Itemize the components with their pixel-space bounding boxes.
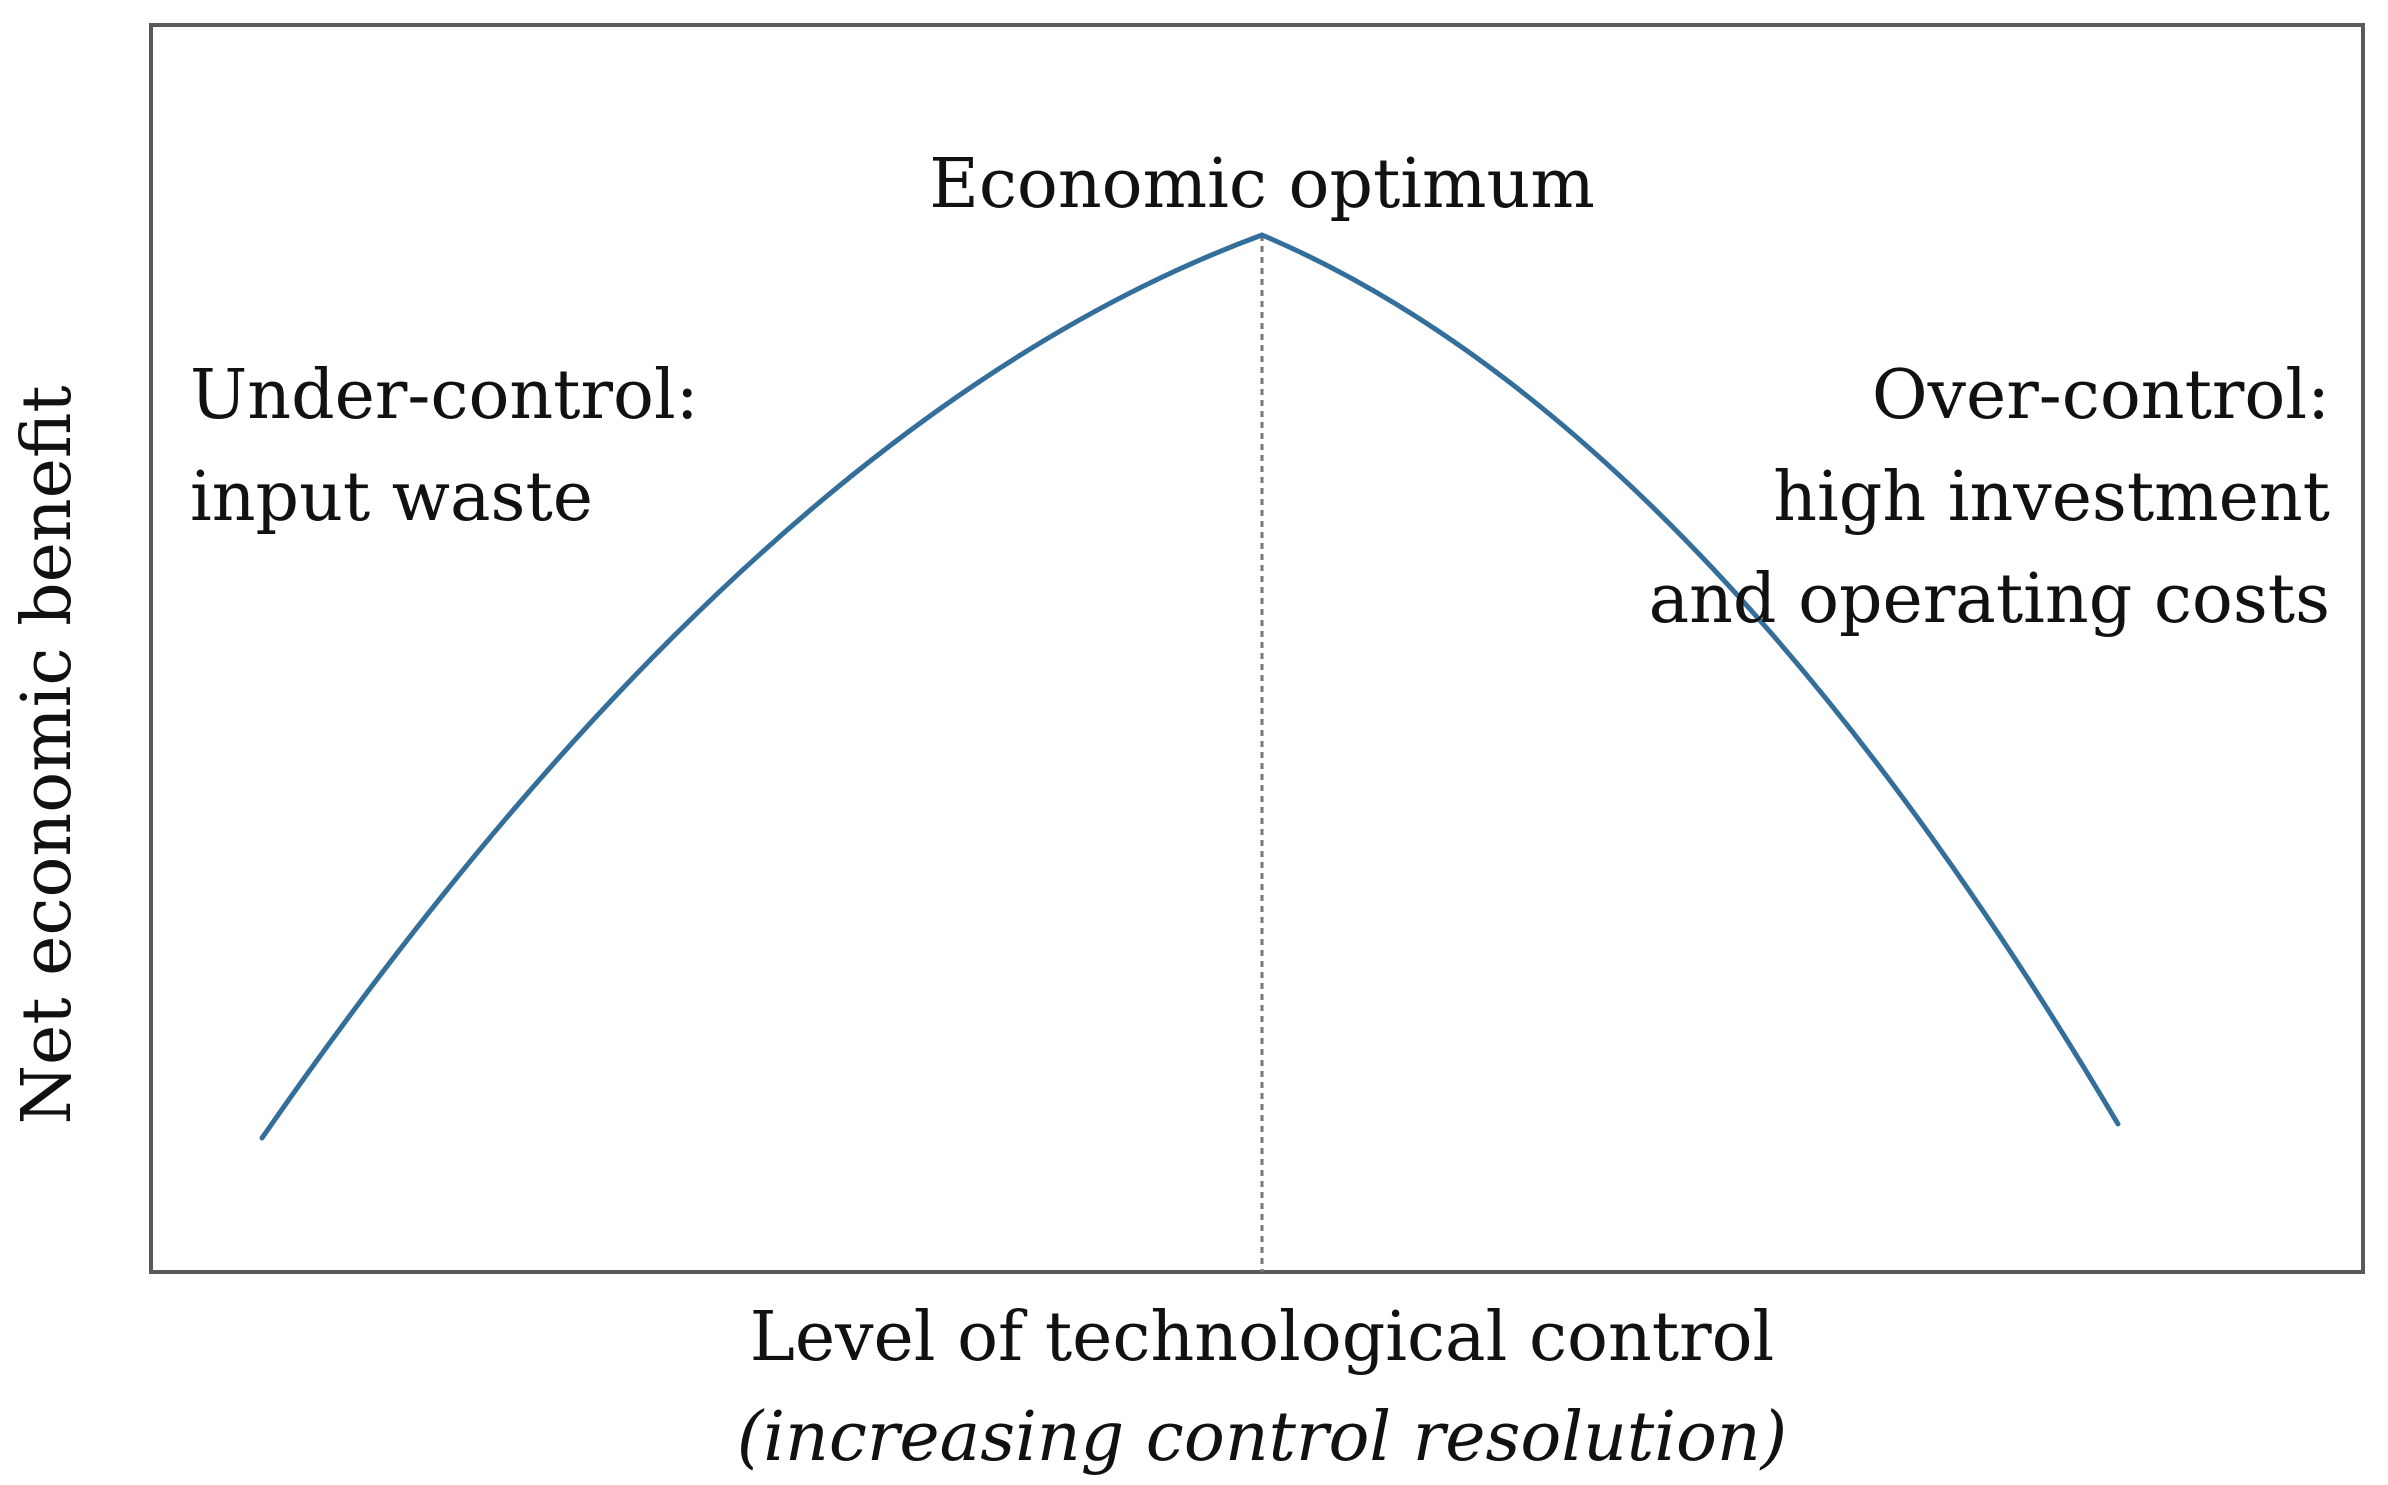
left-label-line-1: Under-control: bbox=[190, 356, 699, 435]
x-axis-sublabel: (increasing control resolution) bbox=[737, 1398, 1787, 1477]
x-axis-label: Level of technological control bbox=[750, 1298, 1775, 1377]
y-axis-label: Net economic benefit bbox=[8, 385, 87, 1124]
plot-frame bbox=[149, 23, 2365, 1274]
right-label-line-1: Over-control: bbox=[1872, 356, 2330, 435]
left-label-line-2: input waste bbox=[190, 458, 593, 537]
right-label-line-2: high investment bbox=[1773, 458, 2330, 537]
right-label-line-3: and operating costs bbox=[1649, 560, 2330, 639]
peak-label: Economic optimum bbox=[929, 145, 1595, 224]
benefit-curve bbox=[259, 232, 2121, 1141]
